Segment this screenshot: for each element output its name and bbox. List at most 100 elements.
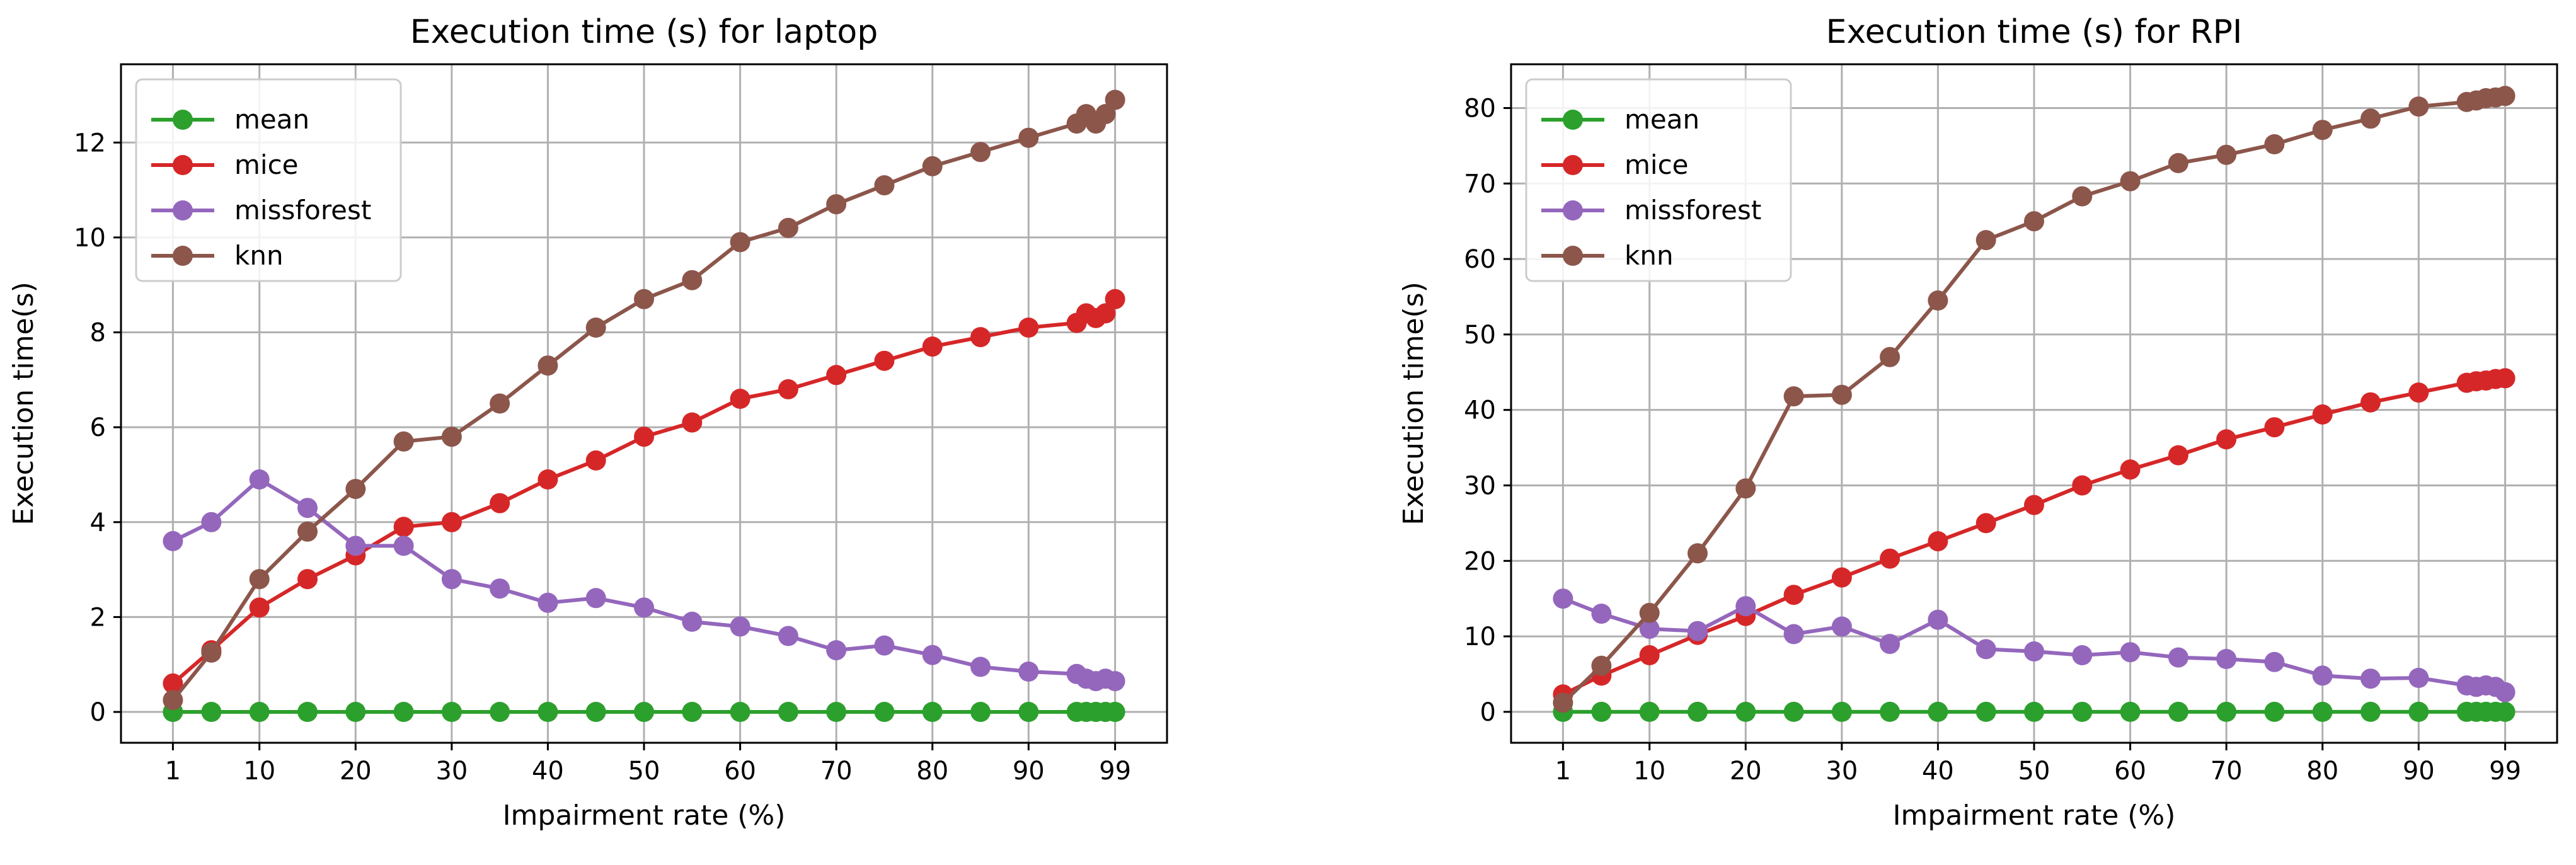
rpi-x-tick-label-1: 10 — [1633, 757, 1665, 786]
rpi-point-knn-55 — [2072, 186, 2093, 207]
rpi-legend-label-mean: mean — [1624, 104, 1699, 135]
laptop-point-knn-55 — [682, 270, 703, 290]
laptop-point-missforest-85 — [970, 656, 991, 677]
rpi-point-mean-35 — [1880, 701, 1900, 722]
laptop-point-mice-40 — [538, 469, 558, 490]
laptop-point-mean-75 — [874, 702, 895, 722]
rpi-y-tick-label-6: 60 — [1464, 245, 1496, 274]
laptop-point-knn-5 — [201, 642, 222, 663]
laptop-point-mean-60 — [730, 702, 750, 722]
laptop-point-missforest-35 — [490, 578, 510, 599]
laptop-point-missforest-55 — [682, 611, 703, 632]
rpi-point-knn-45 — [1975, 230, 1996, 251]
rpi-point-knn-90 — [2408, 96, 2429, 117]
rpi-point-mice-75 — [2264, 417, 2285, 438]
laptop-point-missforest-40 — [538, 592, 558, 613]
laptop-point-mice-10 — [249, 597, 270, 618]
rpi-legend-marker-mice — [1563, 155, 1583, 175]
rpi-x-tick-label-10: 99 — [2489, 757, 2521, 786]
laptop-point-knn-35 — [490, 393, 510, 414]
laptop-y-tick-label-6: 12 — [74, 129, 106, 158]
laptop-point-mice-50 — [634, 427, 654, 447]
rpi-y-axis-label: Execution time(s) — [1398, 282, 1430, 525]
rpi-point-mice-60 — [2120, 459, 2141, 480]
laptop-point-missforest-80 — [922, 644, 943, 665]
laptop-point-mean-10 — [249, 702, 270, 722]
rpi-point-mean-25 — [1783, 701, 1804, 722]
rpi-point-knn-85 — [2360, 108, 2381, 129]
laptop-x-tick-label-4: 40 — [532, 757, 564, 786]
laptop-point-knn-65 — [778, 217, 798, 238]
rpi-point-mean-80 — [2312, 701, 2333, 722]
rpi-x-tick-label-2: 20 — [1730, 757, 1762, 786]
rpi-legend-marker-knn — [1563, 246, 1583, 266]
rpi-point-mice-50 — [2024, 495, 2044, 515]
rpi-point-missforest-55 — [2072, 645, 2093, 665]
laptop-y-tick-label-5: 10 — [74, 224, 106, 253]
rpi-point-mean-20 — [1735, 701, 1756, 722]
laptop-x-tick-label-10: 99 — [1099, 757, 1131, 786]
rpi-point-knn-65 — [2168, 152, 2188, 173]
laptop-chart: 1 10 20 30 40 50 60 70 80 90 99 0 2 4 6 8 10 12 Execution … — [8, 13, 1168, 832]
laptop-y-tick-label-0: 0 — [90, 698, 106, 727]
laptop-point-mean-35 — [490, 702, 510, 722]
laptop-point-knn-60 — [730, 232, 750, 253]
laptop-legend-marker-mice — [173, 155, 193, 175]
laptop-point-mice-85 — [970, 327, 991, 348]
rpi-point-missforest-5 — [1591, 604, 1612, 624]
laptop-x-tick-label-2: 20 — [340, 757, 372, 786]
rpi-point-missforest-30 — [1831, 616, 1852, 637]
laptop-point-mice-98 — [1095, 303, 1116, 324]
rpi-point-mice-45 — [1975, 513, 1996, 534]
laptop-point-mice-99 — [1105, 289, 1125, 309]
laptop-point-mice-90 — [1018, 318, 1039, 338]
rpi-point-knn-70 — [2216, 144, 2237, 165]
laptop-point-mice-60 — [730, 389, 750, 409]
laptop-point-missforest-25 — [393, 536, 414, 556]
rpi-y-tick-label-0: 0 — [1480, 698, 1496, 727]
rpi-x-tick-label-0: 1 — [1555, 757, 1571, 786]
laptop-legend-marker-missforest — [173, 200, 193, 221]
rpi-point-knn-15 — [1688, 543, 1708, 564]
laptop-legend: mean mice missforest knn — [135, 78, 402, 282]
rpi-point-missforest-50 — [2024, 641, 2044, 662]
rpi-point-knn-99 — [2495, 86, 2516, 106]
rpi-point-knn-10 — [1639, 602, 1660, 623]
laptop-axes-frame — [120, 63, 1168, 744]
rpi-point-mice-80 — [2312, 404, 2333, 425]
rpi-point-mice-70 — [2216, 429, 2237, 450]
rpi-x-axis-label: Impairment rate (%) — [1893, 799, 2176, 832]
rpi-point-mean-40 — [1928, 701, 1948, 722]
laptop-point-missforest-65 — [778, 626, 798, 646]
laptop-point-missforest-50 — [634, 597, 654, 618]
laptop-point-mice-70 — [826, 365, 847, 386]
rpi-x-tick-label-8: 80 — [2306, 757, 2338, 786]
rpi-legend-box — [1525, 78, 1792, 282]
laptop-point-mice-75 — [874, 350, 895, 371]
laptop-point-mean-20 — [345, 702, 366, 722]
laptop-x-tick-label-3: 30 — [435, 757, 468, 786]
rpi-point-knn-50 — [2024, 211, 2044, 232]
rpi-point-missforest-90 — [2408, 668, 2429, 688]
rpi-point-knn-60 — [2120, 171, 2141, 192]
rpi-point-mice-65 — [2168, 445, 2188, 466]
laptop-x-tick-label-7: 70 — [820, 757, 853, 786]
laptop-x-tick-label-0: 1 — [165, 757, 181, 786]
rpi-point-mean-99 — [2495, 701, 2516, 722]
rpi-point-mice-85 — [2360, 392, 2381, 413]
rpi-point-missforest-15 — [1688, 621, 1708, 641]
laptop-point-mice-65 — [778, 379, 798, 399]
rpi-point-knn-5 — [1591, 655, 1612, 676]
laptop-point-mean-15 — [297, 702, 318, 722]
rpi-x-tick-label-4: 40 — [1922, 757, 1954, 786]
laptop-point-knn-10 — [249, 569, 270, 590]
laptop-point-knn-70 — [826, 194, 847, 215]
rpi-point-mean-85 — [2360, 701, 2381, 722]
rpi-y-tick-label-8: 80 — [1464, 94, 1496, 123]
laptop-point-mice-30 — [441, 512, 462, 532]
rpi-point-missforest-35 — [1880, 634, 1900, 655]
rpi-point-mean-60 — [2120, 701, 2141, 722]
rpi-point-mice-55 — [2072, 475, 2093, 496]
laptop-legend-label-mice: mice — [234, 149, 299, 180]
